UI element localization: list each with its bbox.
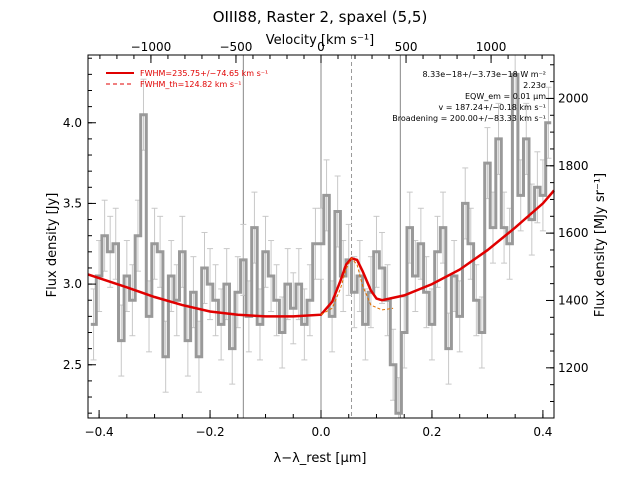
legend: FWHM=235.75+/−74.65 km s⁻¹ FWHM_th=124.82… xyxy=(106,69,268,89)
right-axis-label: Flux density [MJy sr⁻¹] xyxy=(593,173,608,317)
x-tick-label: 0.4 xyxy=(533,425,552,439)
y-tick-label: 3.5 xyxy=(63,196,82,210)
y-axis-label: Flux density [Jy] xyxy=(45,193,60,298)
top-tick-label: −500 xyxy=(219,40,252,54)
fit-series xyxy=(87,189,555,318)
legend-label: FWHM_th=124.82 km s⁻¹ xyxy=(140,80,241,89)
fit-annotations: 8.33e−18+/−3.73e−18 W m⁻² 2.23σ EQW_em = 0… xyxy=(392,70,546,123)
x-tick-label: −0.2 xyxy=(195,425,224,439)
annotation-text: v = 187.24+/−0.18 km s⁻¹ xyxy=(438,103,546,112)
annotation-text: 2.23σ xyxy=(523,81,546,90)
top-axis-label: Velocity [km s⁻¹] xyxy=(266,33,374,48)
right-tick-label: 1600 xyxy=(558,226,589,240)
thermal-fit-curve xyxy=(320,257,394,316)
x-tick-label: 0.0 xyxy=(311,425,330,439)
top-tick-label: 1000 xyxy=(476,40,507,54)
right-tick-label: 2000 xyxy=(558,91,589,105)
legend-label: FWHM=235.75+/−74.65 km s⁻¹ xyxy=(140,69,268,78)
x-axis-label: λ−λ_rest [μm] xyxy=(274,451,367,466)
chart-title: OIII88, Raster 2, spaxel (5,5) xyxy=(213,8,428,26)
right-tick-label: 1800 xyxy=(558,159,589,173)
y-tick-label: 2.5 xyxy=(63,358,82,372)
y-tick-label: 3.0 xyxy=(63,277,82,291)
right-tick-label: 1200 xyxy=(558,361,589,375)
axis-ticks: −0.4 −0.2 0.0 0.2 0.4 2.5 3.0 3.5 4.0 −1000 −500 0 5… xyxy=(63,40,589,439)
data-series xyxy=(90,72,552,415)
x-tick-label: −0.4 xyxy=(85,425,114,439)
data-histogram xyxy=(90,72,552,415)
annotation-text: Broadening = 200.00+/−83.33 km s⁻¹ xyxy=(392,114,546,123)
annotation-text: EQW_em = 0.01 μm xyxy=(465,92,546,101)
top-tick-label: 0 xyxy=(317,40,325,54)
y-tick-label: 4.0 xyxy=(63,116,82,130)
annotation-text: 8.33e−18+/−3.73e−18 W m⁻² xyxy=(422,70,546,79)
right-tick-label: 1400 xyxy=(558,293,589,307)
top-tick-label: −1000 xyxy=(131,40,172,54)
top-tick-label: 500 xyxy=(395,40,418,54)
x-tick-label: 0.2 xyxy=(422,425,441,439)
